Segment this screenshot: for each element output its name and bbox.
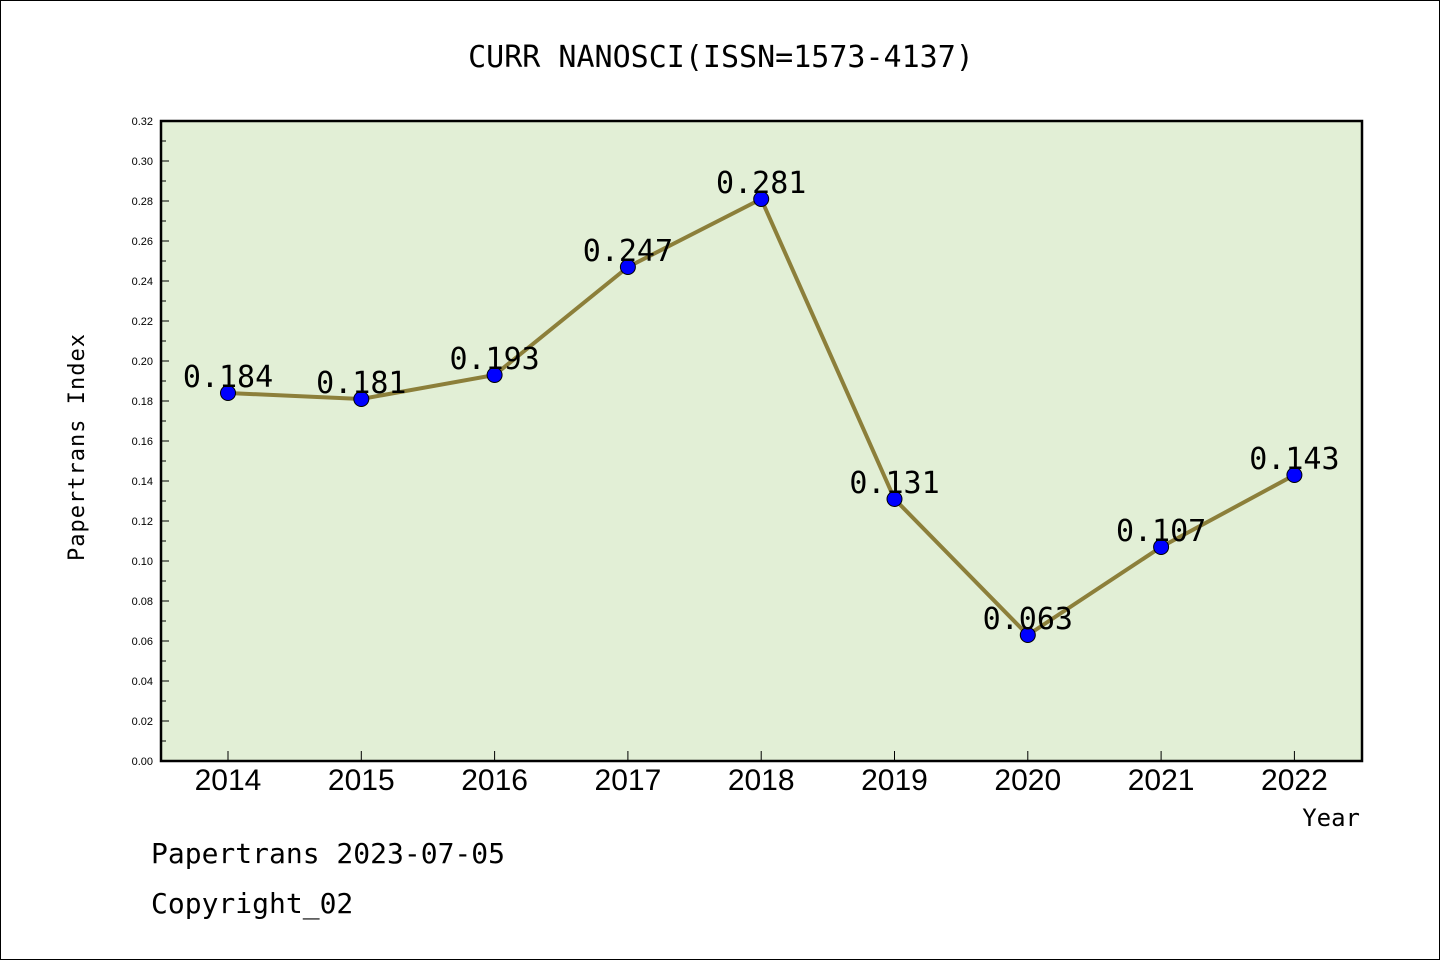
- x-tick-label: 2020: [994, 764, 1061, 797]
- x-tick-label: 2017: [595, 764, 662, 797]
- data-label: 0.063: [983, 602, 1073, 637]
- footer-copyright: Copyright_02: [151, 887, 353, 921]
- chart-title: CURR NANOSCI(ISSN=1573-4137): [468, 40, 974, 75]
- data-point: [753, 191, 770, 207]
- data-point: [220, 385, 236, 401]
- x-tick-label: 2018: [728, 764, 795, 797]
- y-tick-label: 0.24: [132, 276, 153, 288]
- y-tick-label: 0.32: [132, 116, 153, 128]
- y-tick-label: 0.20: [132, 356, 153, 368]
- x-tick-label: 2022: [1261, 764, 1328, 797]
- data-label: 0.281: [716, 166, 806, 201]
- y-axis: 0.00 0.02 0.04 0.06 0.08 0.10 0.12 0.14 0.16 0.18…: [132, 116, 169, 768]
- y-tick-label: 0.14: [132, 476, 153, 488]
- y-axis-label: Papertrans Index: [65, 333, 90, 561]
- y-tick-label: 0.00: [132, 756, 153, 768]
- y-tick-label: 0.02: [132, 716, 153, 728]
- data-label: 0.184: [183, 360, 273, 395]
- x-axis-label: Year: [1302, 804, 1360, 832]
- data-label: 0.247: [583, 234, 673, 269]
- y-tick-label: 0.30: [132, 156, 153, 168]
- x-tick-label: 2019: [861, 764, 928, 797]
- data-label: 0.143: [1249, 442, 1339, 477]
- x-tick-label: 2015: [328, 764, 395, 797]
- plot-border: [159, 119, 1364, 763]
- x-tick-label: 2016: [461, 764, 528, 797]
- y-tick-label: 0.08: [132, 596, 153, 608]
- data-point: [1286, 467, 1303, 483]
- data-point: [619, 259, 636, 275]
- y-tick-label: 0.10: [132, 556, 153, 568]
- x-tick-label: 2014: [195, 764, 262, 797]
- x-axis: 2014 2015 2016 2017 2018 2019 2020 2021 2022: [195, 751, 1328, 797]
- data-point: [353, 391, 370, 407]
- data-point: [1153, 539, 1170, 555]
- y-tick-label: 0.04: [132, 676, 153, 688]
- footer-date: Papertrans 2023-07-05: [151, 837, 505, 870]
- y-tick-label: 0.06: [132, 636, 153, 648]
- data-point: [1019, 627, 1036, 643]
- data-label: 0.181: [316, 366, 406, 401]
- y-tick-label: 0.12: [132, 516, 153, 528]
- plot-area: [161, 121, 1362, 761]
- data-label: 0.107: [1116, 514, 1206, 549]
- y-tick-label: 0.26: [132, 236, 153, 248]
- y-tick-label: 0.22: [132, 316, 153, 328]
- y-tick-label: 0.18: [132, 396, 153, 408]
- y-tick-label: 0.28: [132, 196, 153, 208]
- x-tick-label: 2021: [1128, 764, 1195, 797]
- data-point: [886, 491, 903, 507]
- data-label: 0.193: [449, 342, 539, 377]
- data-point: [486, 367, 503, 383]
- series-markers: [220, 191, 1303, 643]
- y-tick-label: 0.16: [132, 436, 153, 448]
- data-labels: 0.184 0.181 0.193 0.247 0.281 0.131 0.063 0.107…: [183, 166, 1340, 637]
- data-label: 0.131: [849, 466, 939, 501]
